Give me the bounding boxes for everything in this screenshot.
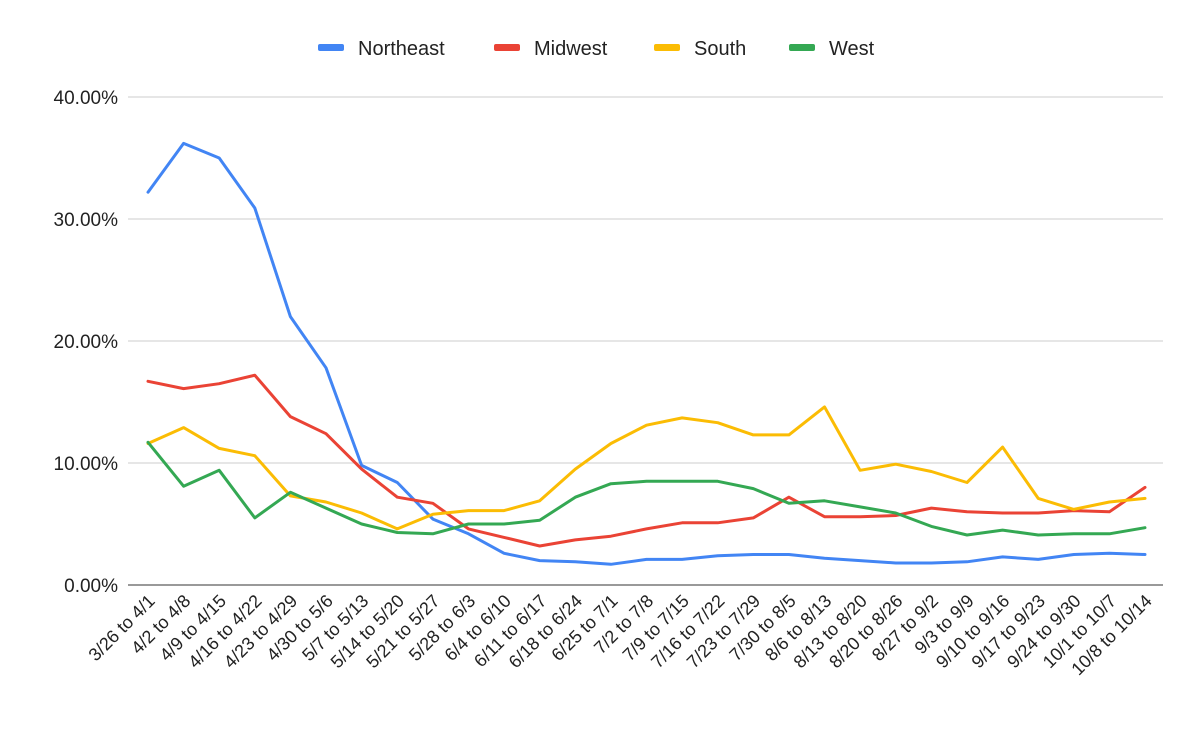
legend-swatch <box>494 44 520 51</box>
legend: Northeast Midwest South West <box>318 38 875 60</box>
legend-item-south: South <box>654 38 746 60</box>
legend-label: South <box>694 38 746 60</box>
legend-label: West <box>829 38 875 60</box>
gridlines <box>128 96 1163 586</box>
legend-swatch <box>654 44 680 51</box>
legend-swatch <box>318 44 344 51</box>
legend-item-west: West <box>789 38 875 60</box>
legend-label: Northeast <box>358 38 445 60</box>
series-line-west <box>146 440 1147 537</box>
series-line-midwest <box>146 373 1147 548</box>
y-axis-ticks: 0.00% 10.00% 20.00% 30.00% 40.00% <box>54 88 119 597</box>
y-tick-label: 10.00% <box>54 454 119 475</box>
legend-item-northeast: Northeast <box>318 38 445 60</box>
series-line-south <box>146 405 1147 531</box>
legend-label: Midwest <box>534 38 608 60</box>
series-lines <box>146 141 1147 566</box>
y-tick-label: 30.00% <box>54 210 119 231</box>
y-tick-label: 40.00% <box>54 88 119 109</box>
series-line-northeast <box>146 141 1147 566</box>
legend-item-midwest: Midwest <box>494 38 608 60</box>
y-tick-label: 0.00% <box>64 576 118 597</box>
y-tick-label: 20.00% <box>54 332 119 353</box>
x-axis-ticks: 3/26 to 4/14/2 to 4/84/9 to 4/154/16 to … <box>85 591 1156 679</box>
legend-swatch <box>789 44 815 51</box>
